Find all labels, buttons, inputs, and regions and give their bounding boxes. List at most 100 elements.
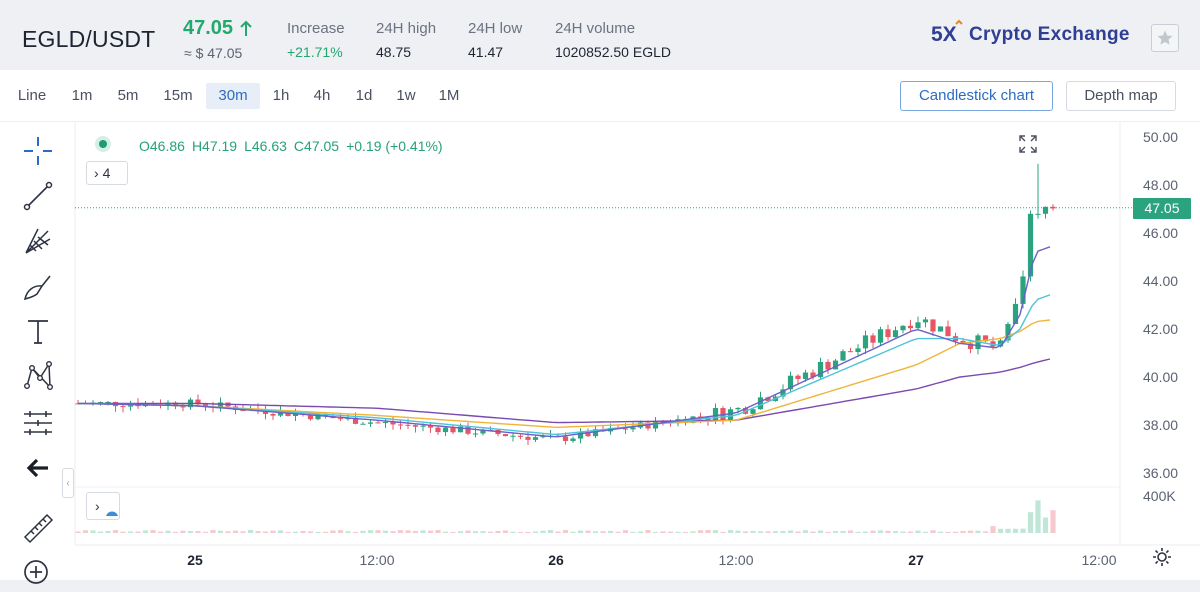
indicator-count: 4 xyxy=(102,165,111,181)
trading-pair[interactable]: EGLD/USDT xyxy=(22,26,156,52)
timeframe-1M[interactable]: 1M xyxy=(438,87,460,104)
volume-bar xyxy=(435,530,441,533)
candle-body xyxy=(862,335,869,349)
volume-bar xyxy=(210,530,216,533)
settings-gear-icon[interactable] xyxy=(1152,547,1172,567)
timeframe-1w[interactable]: 1w xyxy=(396,87,416,104)
volume-bar xyxy=(967,530,974,533)
volume-bar xyxy=(667,531,674,533)
volume-bar xyxy=(825,531,831,533)
volume-bar xyxy=(1035,500,1041,533)
timeframe-1h[interactable]: 1h xyxy=(272,87,290,104)
arrow-up-icon xyxy=(240,20,252,36)
candle-body xyxy=(795,375,801,379)
pattern-icon[interactable] xyxy=(20,358,56,394)
volume-bar xyxy=(1005,528,1011,533)
candle-body xyxy=(502,434,509,437)
candle-body xyxy=(907,325,914,329)
volume-bar xyxy=(832,531,839,533)
candle-body xyxy=(645,422,651,429)
indicator-toggle[interactable]: › 4 xyxy=(86,161,128,185)
y-tick-label: 50.00 xyxy=(1143,129,1178,145)
ohlc-open: O46.86 xyxy=(139,138,185,154)
crosshair-icon[interactable] xyxy=(20,133,56,169)
fib-fan-icon[interactable] xyxy=(20,223,56,259)
timeframe-1m[interactable]: 1m xyxy=(71,87,93,104)
volume-bar xyxy=(847,530,854,533)
volume-bar xyxy=(682,531,689,533)
candle-body xyxy=(1035,213,1041,215)
volume-bar xyxy=(787,530,794,533)
candle-body xyxy=(592,429,599,437)
candlestick-chart[interactable]: 50.00 48.00 46.00 44.00 42.00 40.00 38.00 36.00… xyxy=(0,0,1200,580)
text-icon[interactable] xyxy=(20,313,56,349)
volume-bar xyxy=(217,530,224,533)
volume-bar xyxy=(952,531,959,533)
current-price-tag: 47.05 xyxy=(1133,197,1191,219)
timeframe-30m[interactable]: 30m xyxy=(206,83,260,109)
volume-bar xyxy=(585,530,591,533)
brand-logo-text: 5X xyxy=(931,23,957,46)
volume-bar xyxy=(750,530,756,533)
candle-body xyxy=(97,402,104,404)
volume-bar xyxy=(262,531,269,533)
timeframe-15m[interactable]: 15m xyxy=(163,87,193,104)
volume-bar xyxy=(1020,528,1026,533)
volume-bar xyxy=(885,530,891,533)
volume-bar xyxy=(240,531,246,533)
volume-bar xyxy=(600,531,606,533)
ohlc-change: +0.19 (+0.41%) xyxy=(346,138,443,154)
favorite-button[interactable] xyxy=(1151,24,1179,52)
candle-body xyxy=(480,429,486,434)
candle-body xyxy=(967,343,974,350)
timeframe-line[interactable]: Line xyxy=(17,87,47,104)
candle-body xyxy=(855,348,861,353)
volume-bar xyxy=(802,530,809,533)
candle-body xyxy=(292,413,299,416)
volume-bar xyxy=(225,531,231,533)
depth-map-button[interactable]: Depth map xyxy=(1066,81,1176,111)
candle-body xyxy=(360,423,366,425)
volume-bar xyxy=(82,530,89,533)
volume-bar xyxy=(765,531,771,533)
market-header: EGLD/USDT 47.05 ≈ $ 47.05 Increase +21.7… xyxy=(0,0,1200,70)
timeframe-5m[interactable]: 5m xyxy=(117,87,139,104)
candle-body xyxy=(585,431,591,437)
candle-body xyxy=(847,351,854,353)
volume-bar xyxy=(562,530,569,533)
volume-bar xyxy=(772,531,779,533)
volume-bar xyxy=(232,530,239,533)
brush-icon[interactable] xyxy=(20,268,56,304)
candle-body xyxy=(262,410,269,414)
back-arrow-icon[interactable] xyxy=(20,450,56,486)
low-label: 24H low xyxy=(468,20,523,37)
measure-icon[interactable] xyxy=(20,405,56,441)
volume-bar xyxy=(870,530,876,533)
candle-body xyxy=(442,427,449,433)
candlestick-view-button[interactable]: Candlestick chart xyxy=(900,81,1053,111)
timeframe-1d[interactable]: 1d xyxy=(355,87,373,104)
trend-line-icon[interactable] xyxy=(20,178,56,214)
volume-bar xyxy=(337,530,344,533)
volume-bar xyxy=(690,531,696,533)
ruler-icon[interactable] xyxy=(20,510,56,546)
moving-average-line xyxy=(77,319,1051,429)
timeframe-4h[interactable]: 4h xyxy=(313,87,331,104)
volume-bar xyxy=(427,530,434,533)
y-tick-label: 44.00 xyxy=(1143,273,1178,289)
volume-bar xyxy=(915,530,921,533)
volume-bar xyxy=(480,531,486,533)
fullscreen-icon[interactable] xyxy=(1018,134,1038,154)
volume-bar xyxy=(487,531,494,533)
volume-value: 1020852.50 EGLD xyxy=(555,44,671,60)
x-tick-label: 12:00 xyxy=(359,552,394,568)
volume-bar xyxy=(570,531,576,533)
candle-body xyxy=(750,409,756,414)
candle-body xyxy=(337,418,344,420)
y-tick-label: 46.00 xyxy=(1143,225,1178,241)
candle-body xyxy=(892,330,899,338)
candle-body xyxy=(960,340,966,344)
collapse-tools-button[interactable]: ‹ xyxy=(62,468,74,498)
candle-body xyxy=(832,360,839,370)
volume-bar xyxy=(75,531,81,533)
